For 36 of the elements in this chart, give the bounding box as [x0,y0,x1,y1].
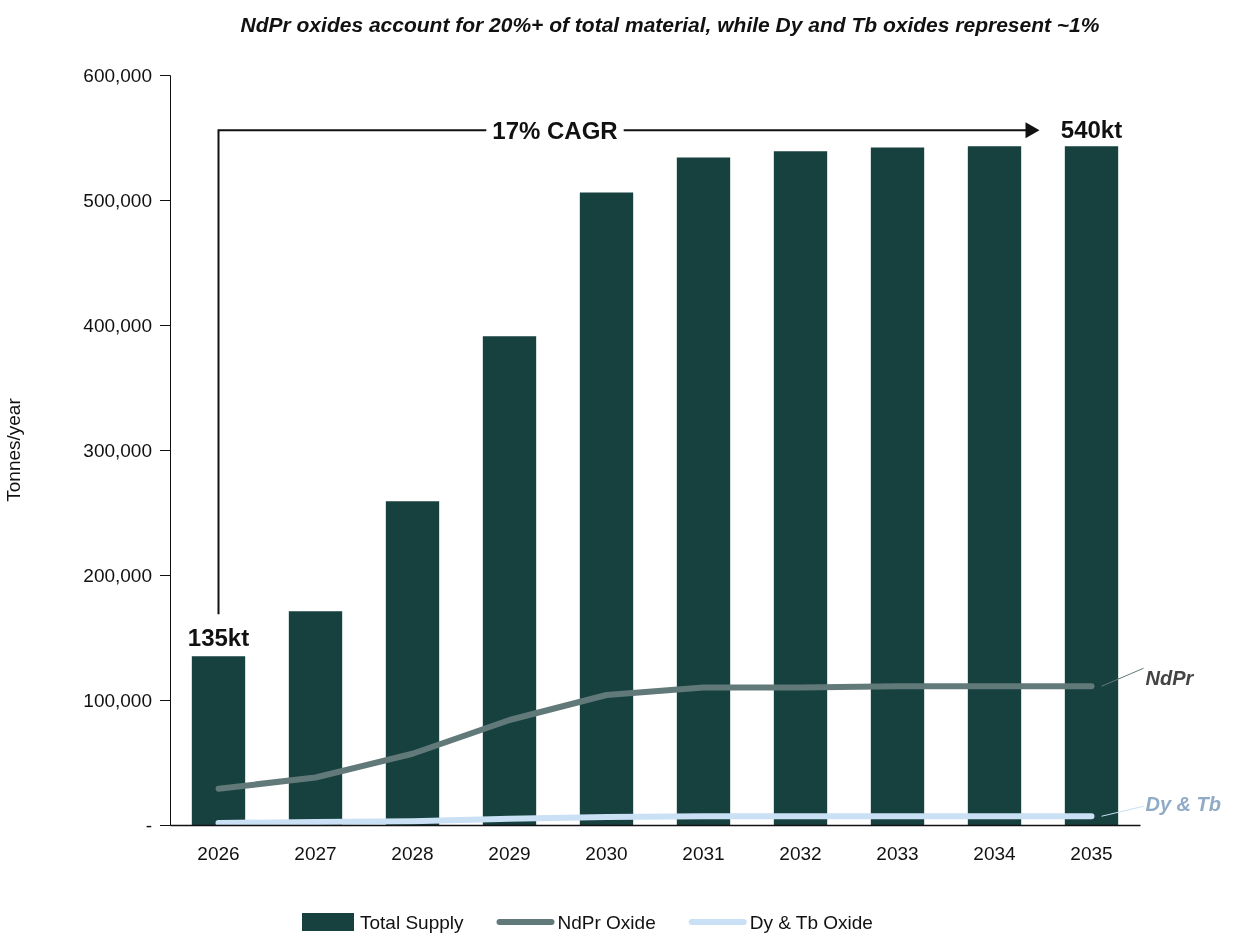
annotation: 17% CAGR [492,117,618,145]
x-tick-label: 2034 [973,843,1017,865]
bar [1064,146,1119,825]
x-tick-label: 2029 [488,843,531,865]
y-tick-label: 400,000 [83,314,152,336]
bar [870,147,925,825]
annotation: Dy & Tb [1145,793,1222,816]
x-tick-label: 2030 [585,843,628,865]
bar [482,336,537,825]
legend-label: Dy & Tb Oxide [749,912,873,933]
x-tick-label: 2035 [1070,843,1113,865]
y-axis-title: Tonnes/year [3,397,24,502]
x-tick-label: 2026 [197,843,240,865]
legend-label: Total Supply [360,912,465,933]
y-tick-label: 100,000 [83,689,152,711]
bar [967,146,1022,825]
bar [191,656,246,825]
annotation: NdPr [1145,667,1195,690]
x-tick-label: 2032 [779,843,822,865]
x-tick-label: 2028 [391,843,434,865]
annotation: 135kt [187,624,250,652]
y-tick-label: - [145,814,152,836]
bar [385,501,440,825]
chart-title: NdPr oxides account for 20%+ of total material, while Dy and Tb oxides represent ~1% [240,13,1100,36]
y-tick-label: 500,000 [83,189,152,211]
x-tick-label: 2027 [294,843,337,865]
x-tick-label: 2033 [876,843,919,865]
x-tick-label: 2031 [682,843,725,865]
y-tick-label: 600,000 [83,64,152,86]
y-tick-label: 300,000 [83,439,152,461]
annotation: 540kt [1060,116,1123,144]
legend-label: NdPr Oxide [557,912,656,933]
bar [676,157,731,825]
bar [773,151,828,825]
bar [579,192,634,825]
y-tick-label: 200,000 [83,564,152,586]
